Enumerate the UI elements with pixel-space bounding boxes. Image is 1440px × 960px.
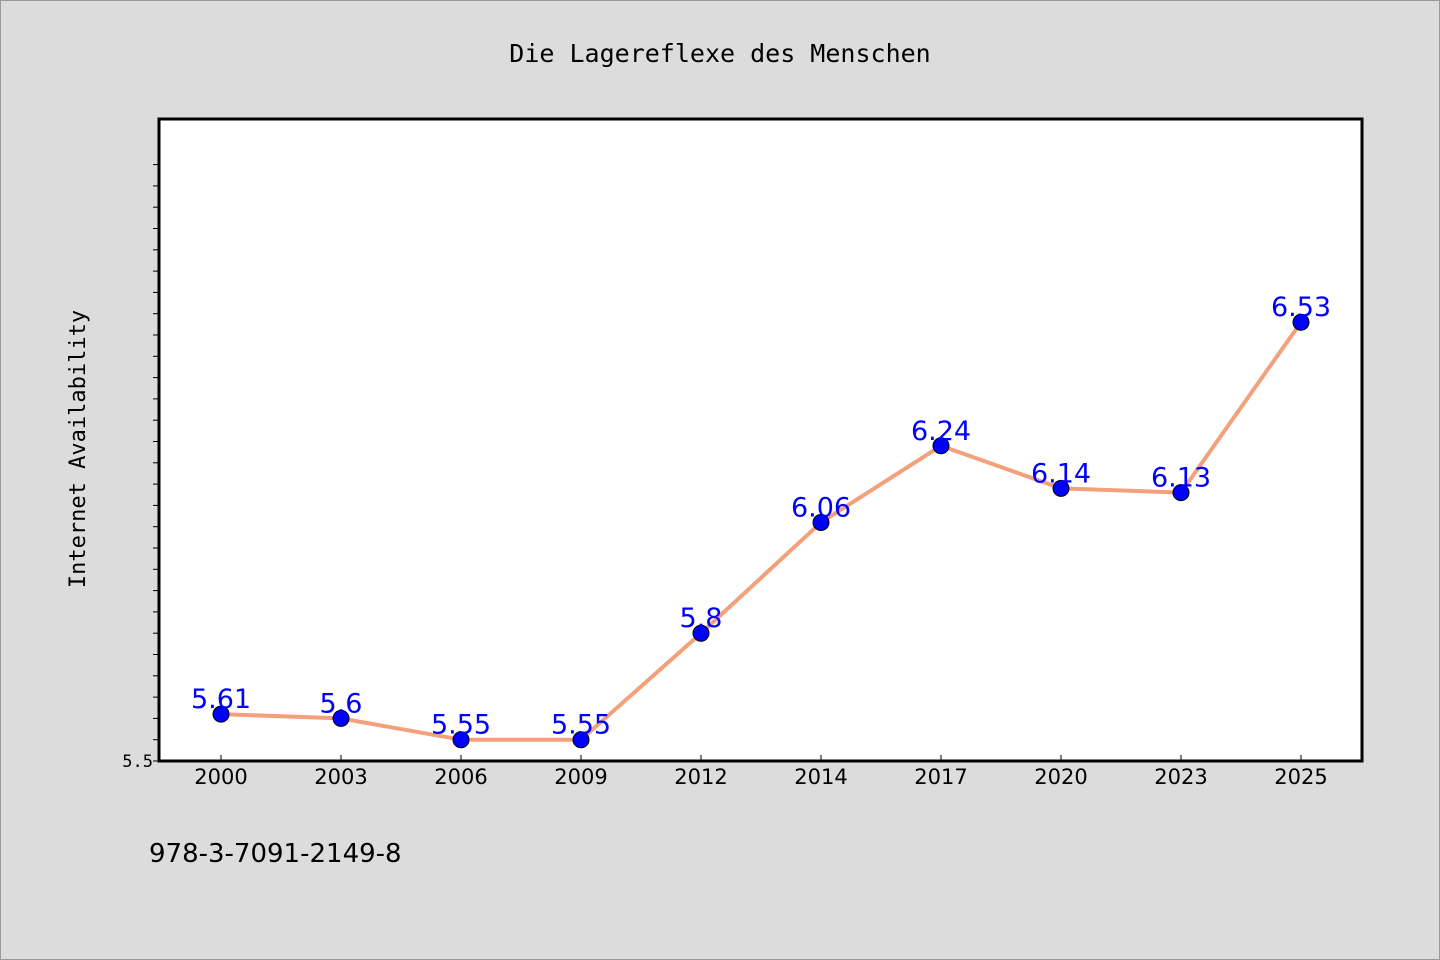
x-tick-label: 2009 xyxy=(554,765,607,789)
data-point xyxy=(212,705,230,723)
data-point xyxy=(692,624,710,642)
y-tick-label: 5.5 xyxy=(122,752,153,772)
x-tick-label: 2023 xyxy=(1154,765,1207,789)
y-axis-ticks: 5.5 xyxy=(122,164,159,772)
x-tick-label: 2000 xyxy=(194,765,247,789)
data-point xyxy=(572,731,590,749)
data-label: 5.8 xyxy=(680,603,723,634)
x-tick-label: 2014 xyxy=(794,765,847,789)
isbn-text: 978-3-7091-2149-8 xyxy=(149,839,402,869)
data-label: 6.13 xyxy=(1151,463,1211,494)
x-tick-label: 2012 xyxy=(674,765,727,789)
data-label: 6.06 xyxy=(791,492,851,523)
series-group: 5.61 5.6 5.55 5.55 5.8 6.06 6.24 6.14 6.13 6.53 xyxy=(191,292,1331,749)
data-point xyxy=(1052,479,1070,497)
data-point xyxy=(812,513,830,531)
x-tick-label: 2003 xyxy=(314,765,367,789)
y-axis-label: Internet Availability xyxy=(66,310,91,588)
data-point xyxy=(932,437,950,455)
chart-title: Die Lagereflexe des Menschen xyxy=(509,39,930,68)
data-label: 5.55 xyxy=(431,710,491,741)
series-line xyxy=(220,321,1303,742)
data-label: 5.61 xyxy=(191,684,251,715)
x-axis-ticks: 2000 2003 2006 2009 2012 2014 2017 2020 2023 2025 xyxy=(194,755,1328,789)
data-point xyxy=(452,731,470,749)
data-label: 5.6 xyxy=(320,688,363,719)
plot-area xyxy=(157,117,1364,763)
data-label: 6.53 xyxy=(1271,292,1331,323)
x-tick-label: 2020 xyxy=(1034,765,1087,789)
data-point xyxy=(1292,313,1310,331)
x-tick-label: 2025 xyxy=(1274,765,1327,789)
x-tick-label: 2006 xyxy=(434,765,487,789)
data-label: 6.24 xyxy=(911,416,971,447)
data-label: 6.14 xyxy=(1031,458,1091,489)
x-tick-label: 2017 xyxy=(914,765,967,789)
data-point xyxy=(1172,484,1190,502)
data-label: 5.55 xyxy=(551,710,611,741)
data-point xyxy=(332,709,350,727)
